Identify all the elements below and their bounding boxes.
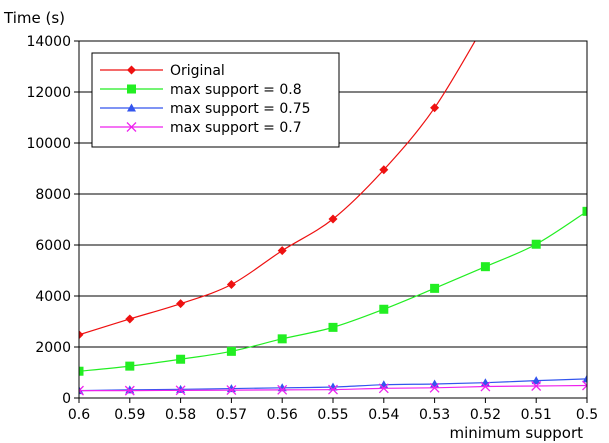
- marker-x-stroke: [582, 384, 587, 391]
- marker-x-stroke: [378, 383, 389, 394]
- marker-triangle: [125, 385, 135, 394]
- series-0: [79, 41, 476, 340]
- x-tick-label: 0.56: [267, 407, 298, 423]
- marker-x: [582, 380, 587, 391]
- y-tick-label: 8000: [35, 187, 71, 203]
- marker-x-stroke: [480, 381, 491, 392]
- marker-x-stroke: [79, 385, 84, 392]
- x-tick-label: 0.55: [317, 407, 348, 423]
- x-tick-label: 0.5: [576, 407, 598, 423]
- series-1: [79, 206, 587, 376]
- marker-square: [480, 262, 490, 272]
- legend-label: max support = 0.7: [170, 120, 302, 136]
- y-tick-label: 2000: [35, 340, 71, 356]
- x-tick-label: 0.53: [419, 407, 450, 423]
- x-tick-label: 0.51: [521, 407, 552, 423]
- marker-diamond: [277, 246, 287, 256]
- marker-x: [480, 381, 491, 392]
- marker-square: [328, 322, 338, 332]
- y-tick-label: 12000: [26, 85, 71, 101]
- marker-square: [79, 366, 84, 376]
- tick-marks: [74, 40, 588, 403]
- legend-label: max support = 0.8: [170, 82, 302, 98]
- marker-diamond: [176, 299, 186, 309]
- marker-diamond: [125, 314, 135, 324]
- y-tick-label: 0: [62, 391, 71, 407]
- marker-x-stroke: [226, 385, 237, 396]
- marker-triangle: [531, 376, 541, 385]
- marker-square: [582, 206, 587, 216]
- marker-x: [79, 385, 84, 396]
- x-tick-labels: 0.6 0.59 0.58 0.57 0.56 0.55 0.54 0.53 0.52 0.51 0…: [68, 407, 598, 423]
- x-tick-label: 0.57: [216, 407, 247, 423]
- marker-diamond: [379, 165, 389, 175]
- marker-x: [328, 384, 338, 395]
- marker-square: [176, 354, 186, 364]
- y-axis-title: Time (s): [3, 9, 65, 27]
- marker-square: [277, 334, 287, 344]
- marker-square: [125, 361, 135, 371]
- marker-x-stroke: [531, 381, 542, 391]
- marker-diamond: [328, 214, 338, 224]
- marker-diamond: [430, 103, 440, 113]
- marker-diamond: [226, 280, 236, 290]
- legend-label: max support = 0.75: [170, 101, 311, 117]
- x-tick-label: 0.54: [368, 407, 399, 423]
- y-tick-label: 10000: [26, 136, 71, 152]
- y-tick-label: 14000: [26, 34, 71, 50]
- marker-x: [124, 385, 135, 396]
- y-tick-labels: 0 2000 4000 6000 8000 10000 12000 14000: [26, 34, 71, 407]
- marker-x: [126, 122, 137, 132]
- marker-diamond: [79, 330, 84, 340]
- marker-x-stroke: [277, 384, 288, 395]
- legend-entry: Original: [100, 63, 225, 79]
- x-tick-label: 0.59: [114, 407, 145, 423]
- legend-entry: max support = 0.8: [100, 82, 302, 98]
- marker-x-stroke: [429, 382, 440, 393]
- marker-x: [226, 385, 237, 396]
- marker-square: [379, 304, 389, 314]
- x-axis-title: minimum support: [449, 424, 583, 442]
- marker-x: [378, 383, 389, 394]
- marker-triangle: [582, 374, 587, 383]
- y-tick-label: 4000: [35, 289, 71, 305]
- series-2: [79, 374, 587, 395]
- series-layer: [79, 41, 587, 396]
- marker-x-stroke: [126, 122, 137, 132]
- marker-x-stroke: [175, 385, 186, 396]
- marker-x-stroke: [79, 389, 84, 396]
- legend: Original max support = 0.8 max support = 0…: [91, 52, 340, 148]
- marker-square: [127, 84, 136, 94]
- legend-entry: max support = 0.75: [100, 101, 311, 117]
- marker-square: [226, 346, 236, 356]
- marker-x: [531, 381, 542, 391]
- marker-triangle: [127, 103, 136, 112]
- series-line: [79, 41, 476, 336]
- marker-x-stroke: [582, 380, 587, 387]
- x-tick-label: 0.58: [165, 407, 196, 423]
- marker-square: [531, 239, 541, 249]
- marker-x-stroke: [328, 384, 338, 395]
- marker-triangle: [328, 382, 338, 391]
- marker-x-stroke: [124, 385, 135, 396]
- marker-x: [429, 382, 440, 393]
- y-tick-label: 6000: [35, 238, 71, 254]
- series-3: [79, 380, 587, 396]
- x-tick-label: 0.52: [470, 407, 501, 423]
- marker-x: [175, 385, 186, 396]
- marker-square: [430, 283, 440, 293]
- x-tick-label: 0.6: [68, 407, 90, 423]
- marker-x: [277, 384, 288, 395]
- legend-entry: max support = 0.7: [100, 120, 302, 136]
- legend-label: Original: [170, 63, 225, 79]
- marker-diamond: [127, 65, 136, 75]
